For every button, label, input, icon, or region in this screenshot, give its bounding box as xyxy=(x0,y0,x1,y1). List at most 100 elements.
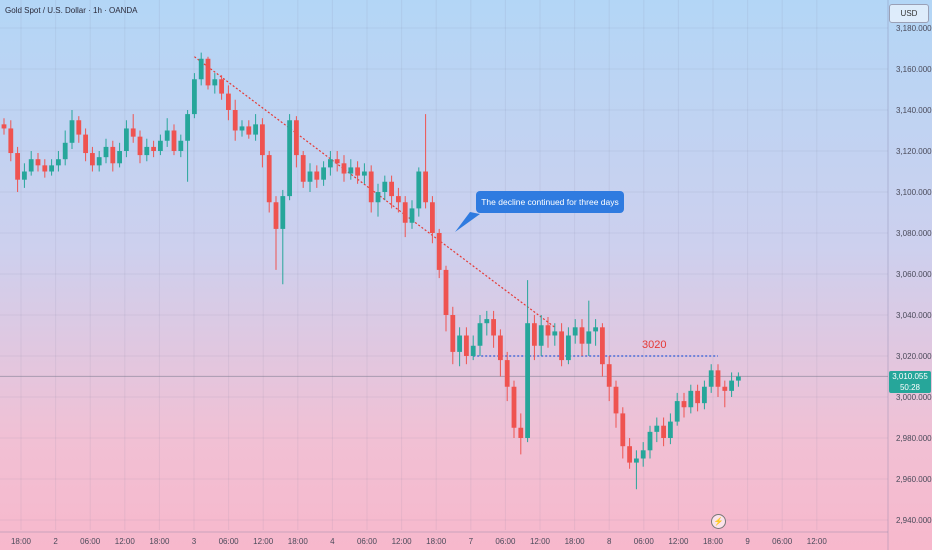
decline-callout[interactable]: The decline continued for three days xyxy=(476,191,624,213)
candle-body xyxy=(90,153,95,166)
y-tick-label: 3,060.000 xyxy=(896,270,932,279)
bar-countdown: 50:28 xyxy=(899,383,921,392)
currency-button[interactable]: USD xyxy=(889,4,929,23)
candle-body xyxy=(416,171,422,209)
y-tick-label: 3,000.000 xyxy=(896,393,932,402)
x-tick-label: 9 xyxy=(745,537,750,546)
x-tick-label: 06:00 xyxy=(357,537,378,546)
candle-body xyxy=(498,335,503,361)
candle-body xyxy=(164,130,170,141)
candle-body xyxy=(674,401,680,422)
candle-body xyxy=(300,155,306,182)
candle-body xyxy=(83,134,88,154)
candle-body xyxy=(124,128,129,151)
candle-body xyxy=(355,167,360,176)
candle-body xyxy=(729,380,734,391)
candle-body xyxy=(76,120,82,135)
candles xyxy=(1,52,741,490)
candle-body xyxy=(708,370,714,387)
candle-body xyxy=(144,146,150,156)
candle-body xyxy=(192,79,197,115)
candle-body xyxy=(477,323,483,346)
candle-body xyxy=(294,120,299,156)
candle-body xyxy=(736,376,741,381)
candle-body xyxy=(266,155,272,203)
candle-body xyxy=(253,124,258,135)
candle-body xyxy=(518,427,524,438)
x-tick-label: 12:00 xyxy=(253,537,274,546)
candle-body xyxy=(69,120,75,143)
candle-body xyxy=(668,421,673,438)
x-tick-label: 3 xyxy=(192,537,197,546)
candle-body xyxy=(212,79,218,86)
candle-body xyxy=(436,233,442,270)
candle-body xyxy=(185,114,190,141)
candle-body xyxy=(368,171,374,203)
candle-body xyxy=(647,431,653,451)
candle-body xyxy=(606,364,612,387)
callout-pointer xyxy=(455,212,480,232)
candle-body xyxy=(232,110,238,131)
symbol-title: Gold Spot / U.S. Dollar · 1h · OANDA xyxy=(5,6,138,15)
candle-body xyxy=(362,171,367,176)
candle-body xyxy=(15,153,20,180)
candle-body xyxy=(627,446,632,463)
candle-body xyxy=(559,331,564,361)
candle-body xyxy=(552,331,558,336)
last-price-value: 3,010.055 xyxy=(892,372,928,381)
time-axis[interactable]: 18:00 2 06:00 12:00 18:00 3 06:00 12:00 18:00 4 06… xyxy=(11,537,827,546)
candle-body xyxy=(525,323,530,438)
y-tick-label: 3,160.000 xyxy=(896,65,932,74)
level-3020-label[interactable]: 3020 xyxy=(642,339,667,351)
candle-body xyxy=(688,390,694,408)
x-tick-label: 18:00 xyxy=(426,537,447,546)
x-tick-label: 06:00 xyxy=(219,537,240,546)
candle-body xyxy=(443,269,449,315)
candle-body xyxy=(314,171,320,180)
x-tick-label: 18:00 xyxy=(703,537,724,546)
candle-body xyxy=(1,124,7,129)
x-tick-label: 4 xyxy=(330,537,335,546)
candle-body xyxy=(402,202,408,223)
candle-body xyxy=(511,386,517,428)
candle-body xyxy=(389,181,394,197)
x-tick-label: 18:00 xyxy=(565,537,586,546)
x-tick-label: 12:00 xyxy=(807,537,828,546)
y-tick-label: 3,100.000 xyxy=(896,188,932,197)
y-tick-label: 3,020.000 xyxy=(896,352,932,361)
x-tick-label: 18:00 xyxy=(11,537,32,546)
candle-body xyxy=(260,124,265,156)
lightning-icon[interactable]: ⚡ xyxy=(711,514,726,529)
candle-body xyxy=(22,171,27,180)
x-tick-label: 06:00 xyxy=(495,537,516,546)
candle-body xyxy=(49,165,54,172)
last-price-label: 3,010.055 50:28 xyxy=(889,371,931,393)
candle-body xyxy=(593,327,598,332)
candle-body xyxy=(715,370,721,387)
x-tick-label: 8 xyxy=(607,537,612,546)
candle-body xyxy=(348,167,354,174)
grid-lines xyxy=(0,0,889,550)
candle-body xyxy=(246,126,252,135)
y-tick-label: 3,080.000 xyxy=(896,229,932,238)
candle-body xyxy=(103,146,109,158)
price-axis[interactable]: 3,180.000 3,160.000 3,140.000 3,120.000 3,10… xyxy=(896,24,932,525)
candle-body xyxy=(130,128,136,137)
y-tick-label: 3,180.000 xyxy=(896,24,932,33)
x-tick-label: 12:00 xyxy=(392,537,413,546)
x-tick-label: 12:00 xyxy=(115,537,136,546)
candle-body xyxy=(328,159,333,168)
x-tick-label: 06:00 xyxy=(772,537,793,546)
x-tick-label: 7 xyxy=(469,537,474,546)
candle-body xyxy=(382,181,388,192)
candle-body xyxy=(287,120,292,197)
candle-body xyxy=(620,413,626,447)
trend-lines xyxy=(0,56,888,377)
candle-body xyxy=(464,335,469,356)
candle-body xyxy=(171,130,177,151)
candle-body xyxy=(572,327,578,336)
y-tick-label: 3,040.000 xyxy=(896,311,932,320)
candle-body xyxy=(273,202,279,229)
